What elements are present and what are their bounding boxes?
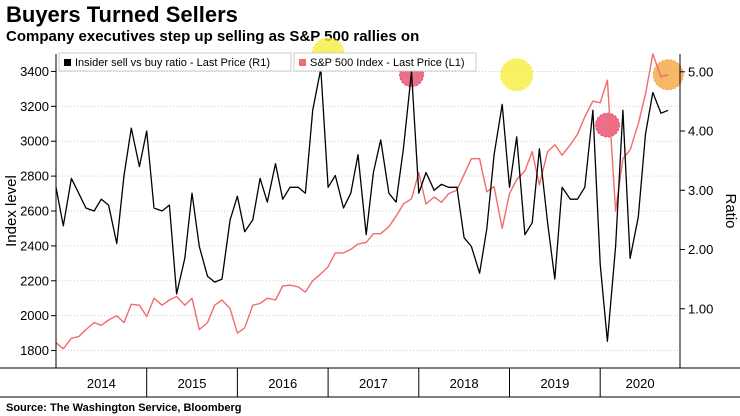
right-tick-label: 4.00: [688, 124, 713, 139]
left-tick-label: 1800: [20, 343, 49, 358]
left-tick-label: 3000: [20, 134, 49, 149]
right-axis-title: Ratio: [722, 193, 739, 228]
left-tick-label: 3200: [20, 99, 49, 114]
year-label: 2018: [450, 376, 479, 391]
legend-swatch-sp500: [299, 59, 306, 66]
year-label: 2016: [268, 376, 297, 391]
year-label: 2014: [87, 376, 116, 391]
right-tick-label: 3.00: [688, 183, 713, 198]
left-tick-label: 2800: [20, 169, 49, 184]
source-note: Source: The Washington Service, Bloomber…: [6, 402, 242, 414]
ratio-line: [55, 68, 669, 342]
right-tick-label: 1.00: [688, 301, 713, 316]
chart-legend: Insider sell vs buy ratio - Last Price (…: [58, 52, 477, 72]
legend-label-ratio: Insider sell vs buy ratio - Last Price (…: [75, 57, 270, 69]
year-label: 2017: [359, 376, 388, 391]
year-label: 2020: [626, 376, 655, 391]
chart-title: Buyers Turned Sellers: [6, 2, 238, 27]
highlight-circle-orange: [652, 59, 684, 91]
left-tick-label: 2200: [20, 273, 49, 288]
year-label: 2015: [178, 376, 207, 391]
right-tick-label: 2.00: [688, 242, 713, 257]
highlight-circle-yellow: [500, 58, 534, 92]
left-tick-label: 2600: [20, 204, 49, 219]
left-axis-title: Index level: [3, 175, 20, 247]
axis-ticks: 1800 2000 2200 2400 2600 2800 3000 3200 3400 1.00…: [3, 64, 739, 397]
left-tick-label: 2400: [20, 238, 49, 253]
left-tick-label: 2000: [20, 308, 49, 323]
year-label: 2019: [540, 376, 569, 391]
series-lines: [55, 53, 669, 350]
chart-subtitle: Company executives step up selling as S&…: [6, 28, 420, 45]
left-tick-label: 3400: [20, 64, 49, 79]
legend-box-ratio: [58, 52, 292, 72]
legend-swatch-ratio: [64, 59, 71, 66]
legend-box-sp500: [293, 52, 477, 72]
right-tick-label: 5.00: [688, 64, 713, 79]
sp500-line: [55, 53, 669, 350]
legend-label-sp500: S&P 500 Index - Last Price (L1): [310, 57, 465, 69]
highlight-circle-red: [594, 112, 620, 138]
